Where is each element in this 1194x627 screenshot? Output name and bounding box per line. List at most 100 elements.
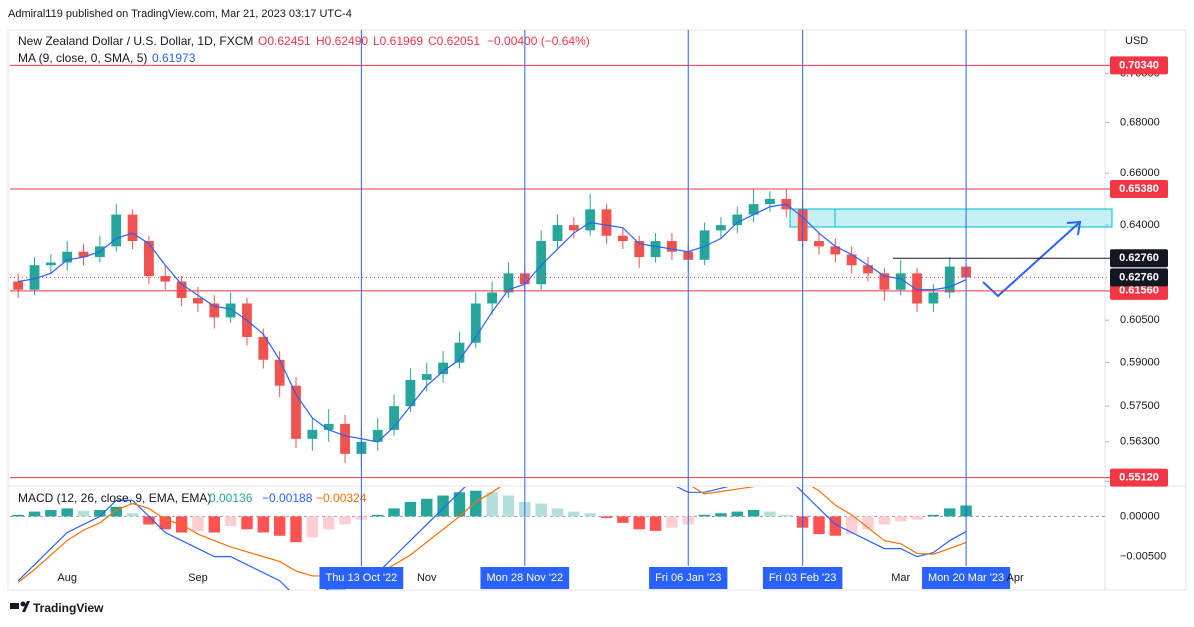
candle-body bbox=[487, 292, 498, 304]
macd-bar bbox=[273, 516, 286, 536]
y-tick-label: 0.64000 bbox=[1120, 219, 1160, 231]
level-label: 0.55120 bbox=[1119, 472, 1159, 484]
candle-body bbox=[193, 297, 203, 304]
logo bbox=[22, 601, 30, 612]
macd-bar bbox=[486, 492, 498, 517]
macd-bar bbox=[257, 516, 270, 533]
x-tick-label: Mar bbox=[891, 572, 910, 584]
candle-body bbox=[503, 273, 514, 293]
y-tick-label: 0.66000 bbox=[1120, 167, 1160, 179]
candle-body bbox=[78, 251, 89, 258]
candle-body bbox=[585, 209, 596, 231]
candle-body bbox=[814, 241, 824, 247]
candle-body bbox=[634, 241, 645, 258]
candle-body bbox=[667, 241, 677, 252]
candle-body bbox=[470, 303, 481, 343]
candle-body bbox=[568, 225, 579, 231]
y-tick-label: 0.56300 bbox=[1120, 436, 1160, 448]
macd-bar bbox=[535, 503, 547, 517]
price-label: 0.62760 bbox=[1119, 271, 1159, 283]
candle-body bbox=[160, 276, 171, 282]
macd-bar bbox=[502, 495, 515, 517]
currency: USD bbox=[1125, 35, 1148, 47]
x-tick-label: Nov bbox=[417, 572, 437, 584]
candle-body bbox=[144, 241, 154, 277]
macd-bar bbox=[110, 506, 122, 517]
x-tick-label: Fri 03 Feb '23 bbox=[769, 572, 837, 584]
macd-bar bbox=[159, 516, 171, 530]
macd-bar bbox=[633, 516, 645, 530]
macd-bar bbox=[437, 495, 449, 517]
x-tick-label: Sep bbox=[188, 572, 208, 584]
level-label: 0.62760 bbox=[1119, 252, 1159, 264]
level-box bbox=[1110, 468, 1168, 487]
candle-body bbox=[13, 281, 24, 290]
logo bbox=[20, 601, 26, 607]
macd-bar bbox=[77, 510, 90, 517]
change-value: −0.00400 (−0.64%) bbox=[487, 34, 590, 48]
macd-bar bbox=[306, 516, 319, 538]
macd-bar bbox=[568, 511, 580, 517]
zone-rect bbox=[789, 208, 1113, 228]
symbol-title: New Zealand Dollar / U.S. Dollar, 1D, FX… bbox=[18, 34, 253, 48]
macd-bar bbox=[617, 516, 629, 523]
macd-bar bbox=[862, 516, 874, 530]
macd-bar bbox=[894, 516, 907, 522]
macd-bar bbox=[829, 516, 842, 536]
candle-body bbox=[291, 385, 301, 439]
macd-value: 0.00136 bbox=[209, 491, 253, 505]
macd-bar bbox=[845, 516, 858, 535]
macd-bar bbox=[764, 511, 776, 517]
candle-body bbox=[895, 273, 906, 290]
candle-body bbox=[846, 254, 857, 266]
overlay: 0.700000.680000.660000.640000.605000.590… bbox=[10, 30, 1168, 589]
macd-bar bbox=[470, 490, 482, 517]
macd-bar bbox=[780, 514, 793, 517]
macd-bar bbox=[649, 516, 662, 531]
candle-body bbox=[62, 251, 73, 263]
y-tick-label: 0.57500 bbox=[1120, 400, 1160, 412]
x-tick-label: Fri 06 Jan '23 bbox=[655, 572, 721, 584]
macd-bar bbox=[143, 516, 155, 525]
macd-bar bbox=[94, 509, 106, 517]
macd-bar bbox=[731, 511, 743, 517]
candle-body bbox=[879, 273, 890, 290]
candle-body bbox=[830, 246, 841, 255]
candle-body bbox=[732, 214, 743, 226]
ohlc-value: C0.62051 bbox=[428, 34, 480, 48]
y-tick-label: 0.60500 bbox=[1120, 314, 1160, 326]
macd-line bbox=[17, 487, 967, 590]
x-tick-label: Thu 13 Oct '22 bbox=[325, 572, 397, 584]
macd-bar bbox=[747, 509, 760, 517]
candle-body bbox=[699, 230, 710, 260]
macd-bar bbox=[600, 516, 613, 519]
candle-body bbox=[323, 423, 334, 430]
macd-bar bbox=[388, 508, 400, 517]
macd-legend: MACD (12, 26, close, 9, EMA, EMA) bbox=[18, 491, 211, 505]
brand: TradingView bbox=[33, 601, 104, 615]
candle-body bbox=[552, 225, 563, 242]
macd-bar bbox=[404, 501, 417, 517]
macd-bar bbox=[911, 516, 923, 520]
candle-body bbox=[209, 303, 220, 318]
candle-body bbox=[650, 241, 661, 258]
candle-body bbox=[928, 292, 939, 304]
candle-body bbox=[765, 198, 775, 205]
x-tick-label: Aug bbox=[57, 572, 77, 584]
candle-body bbox=[372, 429, 383, 442]
macd-bar bbox=[224, 516, 237, 527]
macd-bar bbox=[372, 514, 384, 517]
signal-line bbox=[17, 487, 967, 583]
macd-bar bbox=[453, 492, 466, 517]
level-box bbox=[1110, 249, 1168, 268]
date-box bbox=[922, 567, 1011, 589]
candle-body bbox=[863, 265, 873, 274]
x-tick-label: Mon 28 Nov '22 bbox=[486, 572, 563, 584]
level-box bbox=[1110, 56, 1168, 75]
macd-bar bbox=[927, 514, 940, 517]
candle-body bbox=[274, 359, 285, 386]
macd-bar bbox=[241, 516, 253, 530]
publisher: Admiral119 published on TradingView.com,… bbox=[8, 8, 352, 20]
macd-bar bbox=[584, 513, 596, 517]
